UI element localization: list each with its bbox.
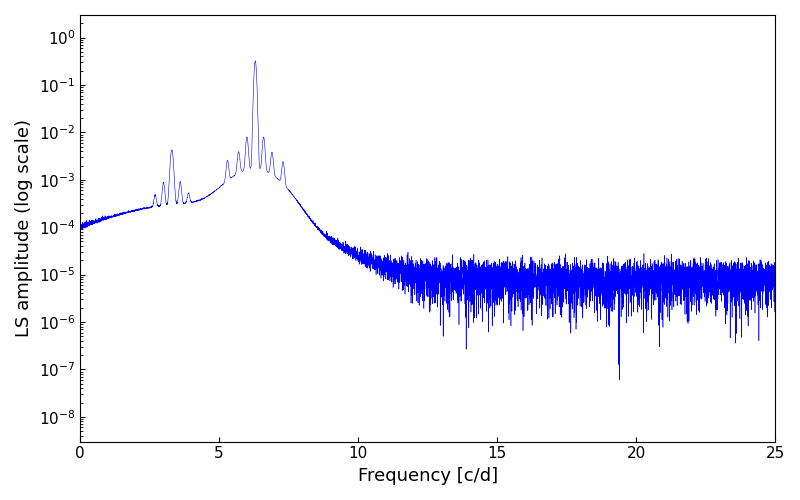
Y-axis label: LS amplitude (log scale): LS amplitude (log scale) — [15, 120, 33, 338]
X-axis label: Frequency [c/d]: Frequency [c/d] — [358, 467, 498, 485]
